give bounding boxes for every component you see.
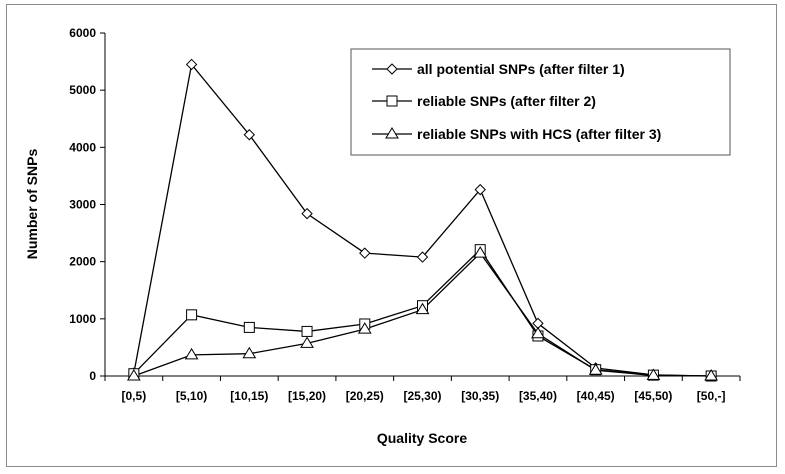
series-3-marker xyxy=(415,302,430,315)
x-tick-label: [35,40) xyxy=(519,389,557,403)
series-3-marker xyxy=(126,369,141,381)
x-axis-title: Quality Score xyxy=(377,430,467,446)
x-tick-label: [30,35) xyxy=(461,389,499,403)
series-1-marker xyxy=(474,183,486,196)
y-tick-label: 6000 xyxy=(69,26,96,40)
x-tick-label: [50,-] xyxy=(697,389,726,403)
x-tick-label: [10,15) xyxy=(230,389,268,403)
tick-labels: 0 1000 2000 3000 4000 5000 6000 [0,5) [5,10) [10,… xyxy=(69,26,725,403)
y-tick-label: 4000 xyxy=(69,140,96,154)
series-3-marker xyxy=(704,369,719,381)
series-2-marker xyxy=(243,321,255,333)
legend-label: all potential SNPs (after filter 1) xyxy=(417,61,625,77)
series-3-marker xyxy=(588,363,603,375)
x-tick-label: [5,10) xyxy=(176,389,207,403)
chart-frame xyxy=(6,4,777,467)
series-2-marker xyxy=(301,325,313,337)
y-axis-title: Number of SNPs xyxy=(24,149,40,260)
series-1-marker xyxy=(185,58,198,71)
legend-box xyxy=(350,48,731,156)
series-line-3 xyxy=(133,252,712,377)
legend-label: reliable SNPs (after filter 2) xyxy=(417,93,596,109)
legend-marker-square xyxy=(386,95,398,107)
y-tick-label: 2000 xyxy=(69,255,96,269)
y-tick-label: 1000 xyxy=(69,312,96,326)
series-3-marker xyxy=(300,336,314,348)
x-tick-label: [0,5) xyxy=(122,389,147,403)
y-tick-label: 0 xyxy=(89,369,96,383)
axes xyxy=(100,32,741,381)
series-2-marker xyxy=(186,309,198,321)
legend-marker-triangle xyxy=(385,127,399,139)
series-3-marker xyxy=(473,246,488,258)
y-tick-label: 5000 xyxy=(69,83,96,97)
series-1-marker xyxy=(416,251,429,263)
series-3-marker xyxy=(531,326,545,339)
y-tick-label: 3000 xyxy=(69,198,96,212)
x-tick-label: [15,20) xyxy=(288,389,326,403)
series-markers xyxy=(126,58,719,382)
series-3-marker xyxy=(184,347,199,360)
legend: all potential SNPs (after filter 1) relia… xyxy=(350,48,731,156)
x-tick-label: [25,30) xyxy=(403,389,441,403)
legend-label: reliable SNPs with HCS (after filter 3) xyxy=(417,126,661,142)
x-tick-label: [40,45) xyxy=(577,389,615,403)
series-3-marker xyxy=(357,322,372,334)
x-tick-label: [20,25) xyxy=(346,389,384,403)
series-3-marker xyxy=(242,346,257,359)
series-3-marker xyxy=(646,368,661,380)
series-1-marker xyxy=(359,247,371,259)
series-1-marker xyxy=(301,207,313,220)
series-1-marker xyxy=(243,129,256,141)
x-tick-label: [45,50) xyxy=(634,389,672,403)
legend-marker-diamond xyxy=(386,63,398,75)
